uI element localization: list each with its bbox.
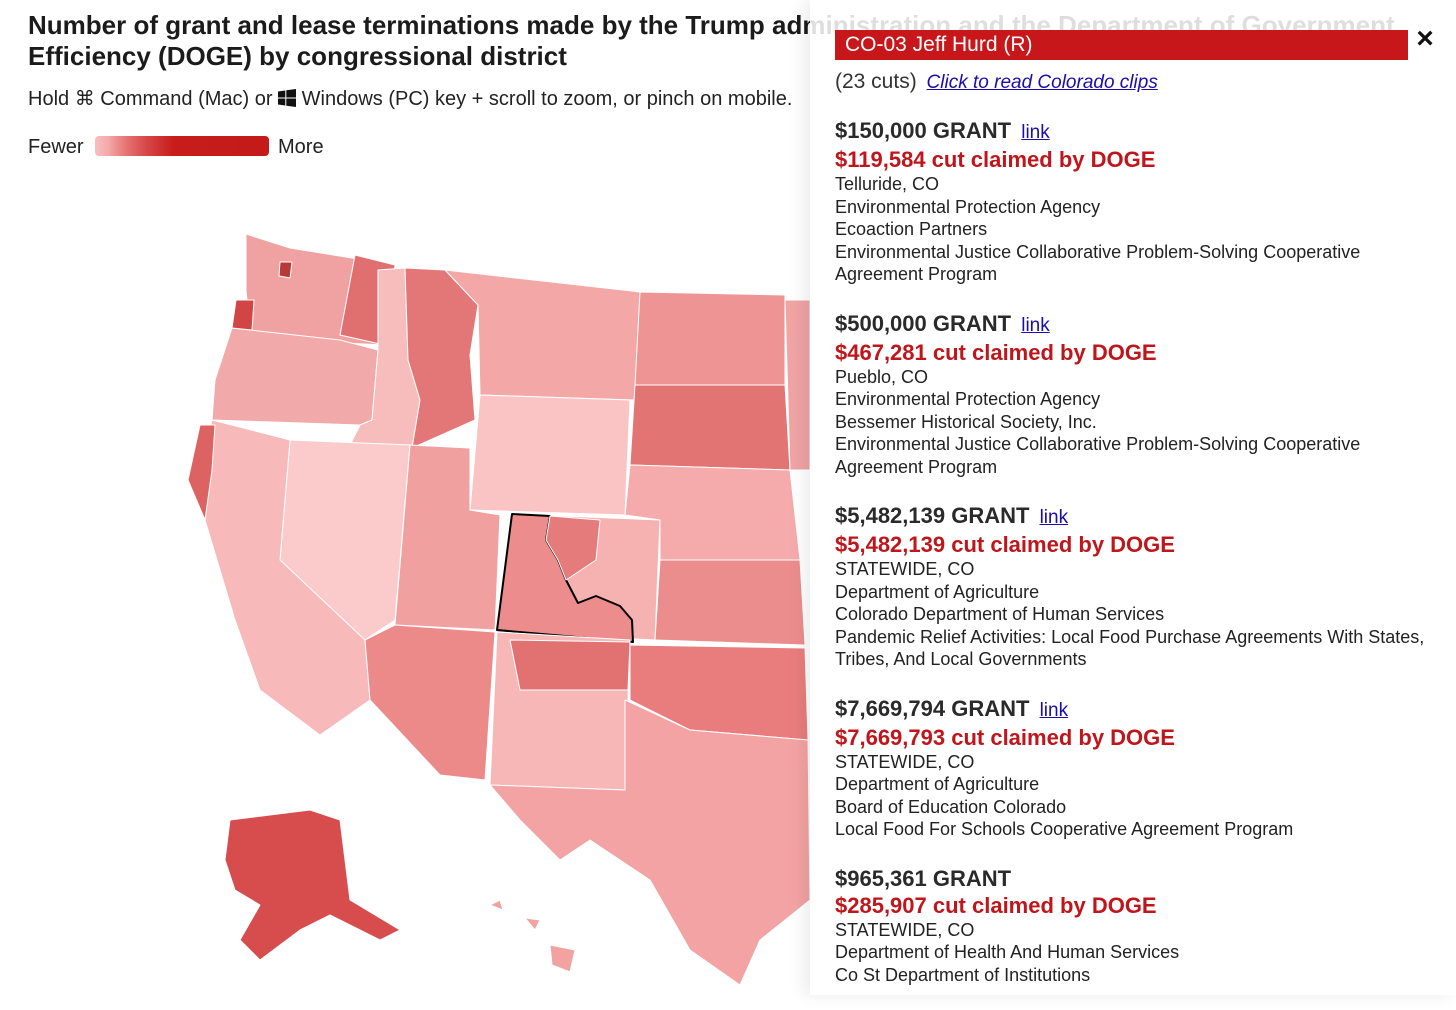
district-ca-north-coast[interactable]: [187, 424, 216, 521]
grant-list: $150,000 GRANT link $119,584 cut claimed …: [835, 117, 1435, 1010]
grant-amount: $5,482,139 GRANT link: [835, 502, 1435, 531]
grant-detail-line: Pueblo, CO: [835, 366, 929, 387]
district-or-03[interactable]: [231, 299, 255, 331]
state-wyoming[interactable]: [469, 394, 631, 516]
doge-cut-amount: $467,281 cut claimed by DOGE: [835, 339, 1157, 365]
doge-cut-amount: $119,584 cut claimed by DOGE: [835, 147, 1156, 172]
close-icon[interactable]: ×: [1416, 22, 1434, 55]
state-south-dakota[interactable]: [629, 384, 791, 471]
grant-amount-text: $7,669,794 GRANT: [835, 695, 1030, 721]
state-arizona[interactable]: [364, 624, 496, 781]
grant-entry: $7,669,794 GRANT link $7,669,793 cut clai…: [835, 695, 1435, 841]
doge-cut-amount: $7,669,793 cut claimed by DOGE: [835, 724, 1175, 750]
grant-detail-line: Bessemer Historical Society, Inc.: [835, 411, 1097, 432]
grant-entry: $965,361 GRANT $285,907 cut claimed by DO…: [835, 865, 1435, 987]
grant-detail-line: Board of Education Colorado: [835, 796, 1067, 817]
state-texas[interactable]: [489, 699, 810, 986]
legend-low-label: Fewer: [28, 136, 84, 158]
hold-label: Hold: [28, 88, 70, 110]
us-district-map[interactable]: [0, 190, 810, 995]
grant-amount-text: $965,361 GRANT: [835, 865, 1012, 891]
grant-detail-line: STATEWIDE, CO: [835, 751, 975, 772]
grant-detail-line: Ecoaction Partners: [835, 219, 988, 239]
grant-amount-text: $150,000 GRANT: [835, 118, 1012, 143]
grant-detail-line: Telluride, CO: [835, 174, 940, 194]
grant-amount-text: $5,482,139 GRANT: [835, 503, 1030, 528]
grant-detail-line: Co St Department of Institutions: [835, 964, 1091, 985]
cuts-count: (23 cuts): [835, 70, 917, 93]
district-header: CO-03 Jeff Hurd (R): [835, 30, 1408, 60]
grant-detail-line: Department of Agriculture: [835, 581, 1040, 602]
district-details-panel: CO-03 Jeff Hurd (R) × (23 cuts) Click to…: [810, 0, 1456, 995]
state-kansas[interactable]: [654, 559, 806, 646]
doge-cut-amount: $285,907 cut claimed by DOGE: [835, 892, 1157, 918]
command-key-icon: ⌘: [74, 88, 95, 110]
grant-detail-line: STATEWIDE, CO: [835, 919, 975, 940]
state-alaska[interactable]: [224, 809, 401, 961]
grant-detail-line: Department of Health And Human Services: [835, 942, 1180, 962]
command-key-label: Command (Mac) or: [100, 88, 273, 110]
state-north-dakota[interactable]: [634, 291, 786, 386]
grant-detail-line: Colorado Department of Human Services: [835, 604, 1165, 624]
windows-logo-icon: [278, 89, 297, 107]
grant-source-link[interactable]: link: [1039, 507, 1069, 528]
district-co-02[interactable]: [545, 515, 601, 581]
grant-source-link[interactable]: link: [1021, 122, 1050, 143]
state-montana[interactable]: [444, 269, 641, 401]
cuts-summary: (23 cuts) Click to read Colorado clips: [835, 70, 1158, 94]
grant-detail-line: Environmental Protection Agency: [835, 196, 1101, 217]
grant-amount: $7,669,794 GRANT link: [835, 695, 1435, 724]
grant-source-link[interactable]: link: [1039, 699, 1069, 721]
grant-detail-line: Department of Agriculture: [835, 774, 1040, 794]
grant-detail-line: STATEWIDE, CO: [835, 559, 975, 579]
doge-cut-amount: $5,482,139 cut claimed by DOGE: [835, 532, 1175, 557]
grant-detail-line: Local Food For Schools Cooperative Agree…: [835, 819, 1294, 839]
state-minnesota-edge[interactable]: [784, 299, 810, 471]
district-wa-seattle[interactable]: [278, 261, 293, 279]
grant-amount: $500,000 GRANT link: [835, 310, 1435, 339]
grant-detail-line: Environmental Justice Collaborative Prob…: [835, 241, 1361, 285]
grant-entry: $5,482,139 GRANT link $5,482,139 cut clai…: [835, 502, 1435, 671]
district-nm-02[interactable]: [509, 639, 631, 691]
legend-high-label: More: [278, 136, 324, 158]
grant-detail-line: Environmental Protection Agency: [835, 389, 1101, 409]
colorado-clips-link[interactable]: Click to read Colorado clips: [926, 72, 1158, 93]
grant-amount: $150,000 GRANT link: [835, 117, 1435, 146]
grant-entry: $500,000 GRANT link $467,281 cut claimed …: [835, 310, 1435, 479]
grant-amount-text: $500,000 GRANT: [835, 310, 1012, 336]
legend-gradient-bar: [95, 136, 269, 156]
grant-entry: $150,000 GRANT link $119,584 cut claimed …: [835, 117, 1435, 286]
grant-detail-line: Environmental Justice Collaborative Prob…: [835, 434, 1361, 477]
windows-key-label: Windows (PC) key + scroll to zoom, or pi…: [301, 88, 793, 110]
grant-amount: $965,361 GRANT: [835, 865, 1435, 892]
grant-detail-line: Pandemic Relief Activities: Local Food P…: [835, 626, 1425, 670]
grant-source-link[interactable]: link: [1021, 314, 1050, 336]
zoom-instructions: Hold ⌘ Command (Mac) or Windows (PC) key…: [28, 86, 792, 111]
state-hawaii[interactable]: [489, 899, 576, 973]
